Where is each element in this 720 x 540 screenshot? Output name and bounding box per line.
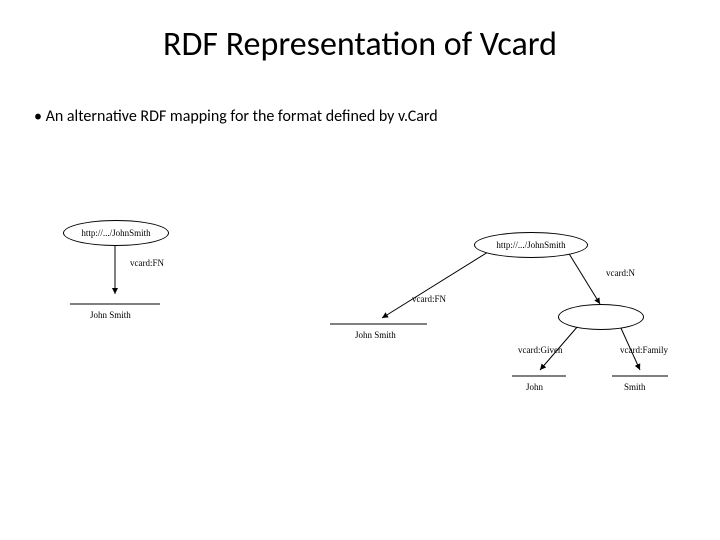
right-edge-n-label: vcard:N: [606, 268, 635, 278]
left-rdf-diagram: http://.../JohnSmith vcard:FN John Smith: [60, 218, 240, 348]
right-literal-family: Smith: [624, 382, 646, 392]
right-literal-fn: John Smith: [355, 330, 396, 340]
right-rdf-diagram: http://.../JohnSmith vcard:FN John Smith…: [320, 230, 680, 430]
right-blank-node: [558, 304, 644, 330]
right-edge-given-label: vcard:Given: [518, 345, 562, 355]
right-root-uri-text: http://.../JohnSmith: [496, 240, 565, 250]
bullet-line: • An alternative RDF mapping for the for…: [34, 107, 438, 126]
right-edge-fn-label: vcard:FN: [412, 294, 446, 304]
bullet-marker: •: [34, 107, 42, 126]
right-edge-family-label: vcard:Family: [620, 345, 668, 355]
left-root-uri-node: http://.../JohnSmith: [63, 220, 169, 246]
left-root-uri-text: http://.../JohnSmith: [81, 228, 150, 238]
right-root-uri-node: http://.../JohnSmith: [474, 232, 588, 258]
bullet-text: An alternative RDF mapping for the forma…: [46, 107, 438, 126]
left-edge-fn-label: vcard:FN: [130, 258, 164, 268]
right-literal-given: John: [526, 382, 543, 392]
slide-title: RDF Representation of Vcard: [0, 24, 720, 65]
left-literal-fn: John Smith: [90, 310, 131, 320]
